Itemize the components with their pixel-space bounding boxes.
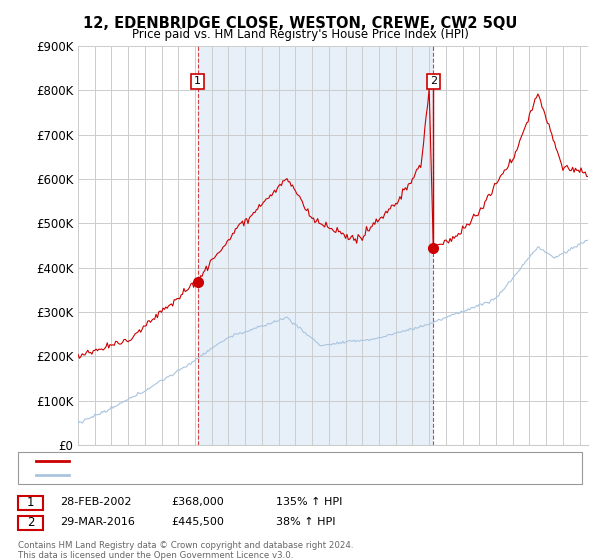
Text: £368,000: £368,000	[171, 497, 224, 507]
Text: 12, EDENBRIDGE CLOSE, WESTON, CREWE, CW2 5QU (detached house): 12, EDENBRIDGE CLOSE, WESTON, CREWE, CW2…	[72, 456, 446, 466]
Text: Contains HM Land Registry data © Crown copyright and database right 2024.
This d: Contains HM Land Registry data © Crown c…	[18, 541, 353, 560]
Text: 28-FEB-2002: 28-FEB-2002	[60, 497, 131, 507]
Text: 2: 2	[27, 516, 34, 529]
Text: 29-MAR-2016: 29-MAR-2016	[60, 517, 135, 528]
Text: 38% ↑ HPI: 38% ↑ HPI	[276, 517, 335, 528]
Text: £445,500: £445,500	[171, 517, 224, 528]
Text: 135% ↑ HPI: 135% ↑ HPI	[276, 497, 343, 507]
Text: 1: 1	[194, 76, 201, 86]
Text: 12, EDENBRIDGE CLOSE, WESTON, CREWE, CW2 5QU: 12, EDENBRIDGE CLOSE, WESTON, CREWE, CW2…	[83, 16, 517, 31]
Text: Price paid vs. HM Land Registry's House Price Index (HPI): Price paid vs. HM Land Registry's House …	[131, 28, 469, 41]
Text: 1: 1	[27, 496, 34, 509]
Bar	[198, 46, 433, 445]
Text: 2: 2	[430, 76, 437, 86]
Text: HPI: Average price, detached house, Cheshire East: HPI: Average price, detached house, Ches…	[72, 470, 337, 480]
